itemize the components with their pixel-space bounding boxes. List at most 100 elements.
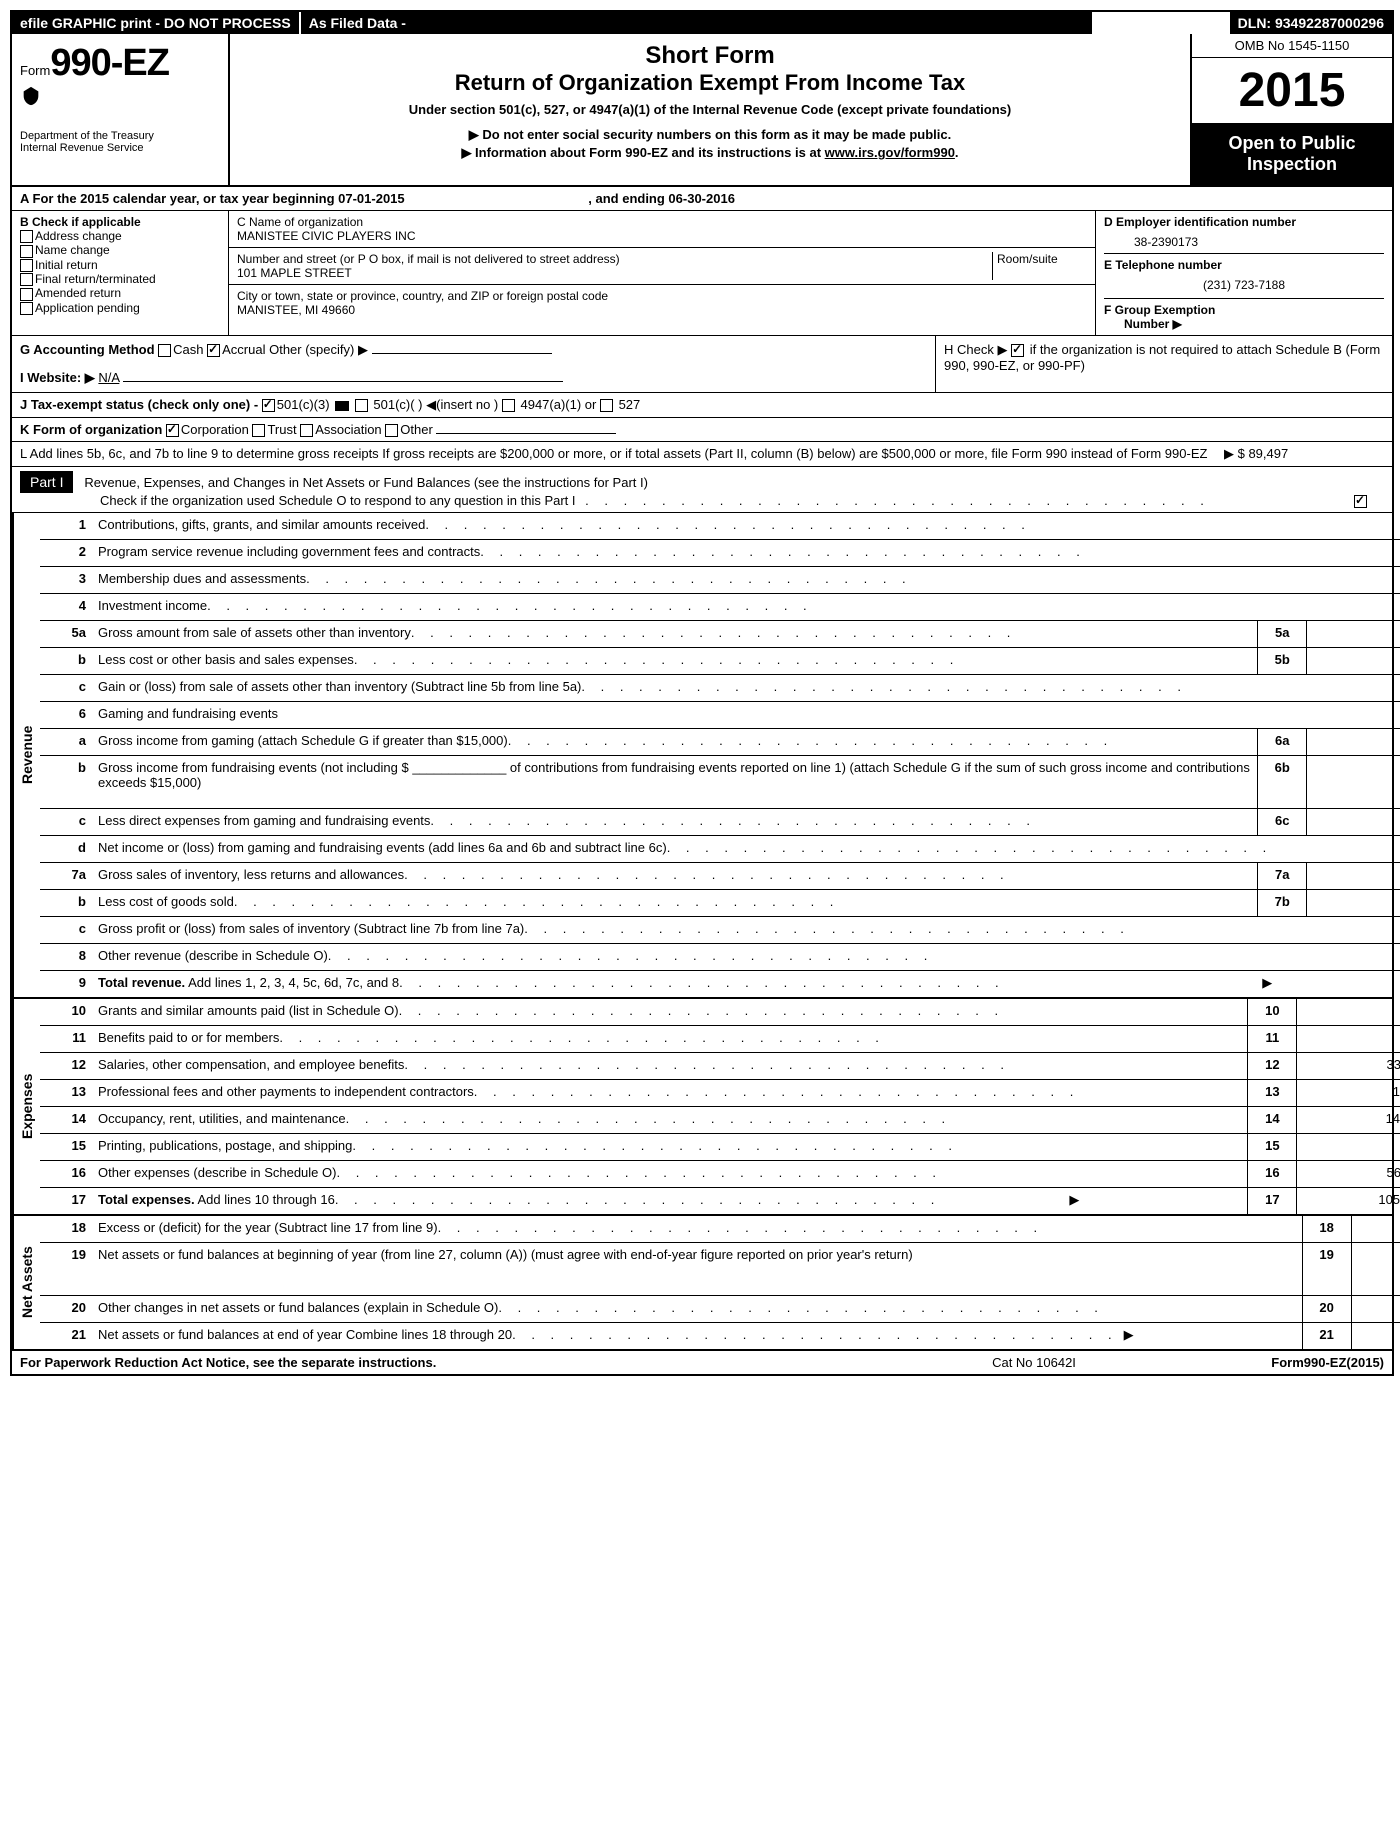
line-number: b xyxy=(40,890,92,916)
sub-box-value xyxy=(1307,729,1400,755)
warning-ssn: ▶ Do not enter social security numbers o… xyxy=(238,127,1182,143)
line-6a: aGross income from gaming (attach Schedu… xyxy=(40,729,1400,756)
line-7b: bLess cost of goods sold . . . . . . . .… xyxy=(40,890,1400,917)
group-exemption: F Group Exemption Number ▶ xyxy=(1104,298,1384,331)
line-number: c xyxy=(40,917,92,943)
topbar-left: efile GRAPHIC print - DO NOT PROCESS xyxy=(12,12,301,34)
cb-schedule-o-p1[interactable] xyxy=(1354,495,1367,508)
line-text: Printing, publications, postage, and shi… xyxy=(92,1134,1085,1160)
line-4: 4Investment income . . . . . . . . . . .… xyxy=(40,594,1400,621)
sub-box-label: 7a xyxy=(1257,863,1307,889)
line-text: Gain or (loss) from sale of assets other… xyxy=(92,675,1278,701)
i-website: I Website: ▶ N/A xyxy=(20,370,927,386)
irs-link[interactable]: www.irs.gov/form990 xyxy=(825,145,955,160)
cb-address-change[interactable]: Address change xyxy=(20,229,220,243)
line-number: b xyxy=(40,756,92,808)
expenses-section: Expenses 10Grants and similar amounts pa… xyxy=(12,999,1392,1216)
cb-final-return[interactable]: Final return/terminated xyxy=(20,272,220,286)
sub-box-value xyxy=(1307,809,1400,835)
cb-501c3[interactable] xyxy=(262,399,275,412)
final-box-label: 13 xyxy=(1247,1080,1296,1106)
final-box-value: 6,570 xyxy=(1351,1323,1400,1349)
line-text: Net assets or fund balances at beginning… xyxy=(92,1243,1140,1295)
cb-application-pending[interactable]: Application pending xyxy=(20,301,220,315)
netassets-lines: 18Excess or (deficit) for the year (Subt… xyxy=(40,1216,1400,1349)
omb-number: OMB No 1545-1150 xyxy=(1192,34,1392,58)
line-2: 2Program service revenue including gover… xyxy=(40,540,1400,567)
final-box-label: 18 xyxy=(1302,1216,1351,1242)
ein: 38-2390173 xyxy=(1134,235,1384,249)
line-text: Contributions, gifts, grants, and simila… xyxy=(92,513,1278,539)
revenue-section: Revenue 1Contributions, gifts, grants, a… xyxy=(12,513,1392,999)
final-box-label: 17 xyxy=(1247,1188,1296,1214)
line-12: 12Salaries, other compensation, and empl… xyxy=(40,1053,1400,1080)
form-prefix: Form xyxy=(20,63,50,78)
telephone: (231) 723-7188 xyxy=(1104,278,1384,292)
sub-box-label: 5b xyxy=(1257,648,1307,674)
line-13: 13Professional fees and other payments t… xyxy=(40,1080,1400,1107)
line-text: Less direct expenses from gaming and fun… xyxy=(92,809,1257,835)
street-row: Number and street (or P O box, if mail i… xyxy=(229,248,1095,285)
cb-schedule-b[interactable] xyxy=(1011,344,1024,357)
sub-box-value xyxy=(1307,863,1400,889)
line-text: Gaming and fundraising events xyxy=(92,702,1278,728)
line-17: 17Total expenses. Add lines 10 through 1… xyxy=(40,1188,1400,1214)
final-box-label: 11 xyxy=(1247,1026,1296,1052)
line-14: 14 Occupancy, rent, utilities, and mainte… xyxy=(40,1107,1400,1134)
footer-paperwork: For Paperwork Reduction Act Notice, see … xyxy=(20,1355,884,1370)
cb-association[interactable] xyxy=(300,424,313,437)
line-text: Grants and similar amounts paid (list in… xyxy=(92,999,1085,1025)
final-box-value xyxy=(1351,1296,1400,1322)
final-box-label: 14 xyxy=(1247,1107,1296,1133)
cb-501c[interactable] xyxy=(355,399,368,412)
cb-initial-return[interactable]: Initial return xyxy=(20,258,220,272)
line-number: 17 xyxy=(40,1188,92,1214)
cb-accrual[interactable] xyxy=(207,344,220,357)
line-text: Occupancy, rent, utilities, and maintena… xyxy=(92,1107,1085,1133)
accounting-left: G Accounting Method Cash Accrual Other (… xyxy=(12,336,935,392)
line-text: Gross sales of inventory, less returns a… xyxy=(92,863,1257,889)
expenses-label: Expenses xyxy=(12,999,40,1214)
cb-amended-return[interactable]: Amended return xyxy=(20,286,220,300)
form-number: 990-EZ xyxy=(50,42,169,84)
cb-4947[interactable] xyxy=(502,399,515,412)
city-label: City or town, state or province, country… xyxy=(237,289,1087,303)
line-number: 9 xyxy=(40,971,92,997)
open-to-public: Open to Public Inspection xyxy=(1192,123,1392,185)
topbar-mid: As Filed Data - xyxy=(301,12,1094,34)
cb-other[interactable] xyxy=(385,424,398,437)
final-box-label: 15 xyxy=(1247,1134,1296,1160)
line-number: 8 xyxy=(40,944,92,970)
top-bar: efile GRAPHIC print - DO NOT PROCESS As … xyxy=(12,12,1392,34)
col-b-checkboxes: B Check if applicable Address change Nam… xyxy=(12,211,229,335)
line-text: Less cost of goods sold . . . . . . . . … xyxy=(92,890,1257,916)
cb-corporation[interactable] xyxy=(166,424,179,437)
header-right: OMB No 1545-1150 2015 Open to Public Ins… xyxy=(1190,34,1392,185)
cb-527[interactable] xyxy=(600,399,613,412)
netassets-label: Net Assets xyxy=(12,1216,40,1349)
line-number: 15 xyxy=(40,1134,92,1160)
line-text: Gross income from fundraising events (no… xyxy=(92,756,1257,808)
part1-check-schedule-o: Check if the organization used Schedule … xyxy=(100,493,1384,508)
line-number: 13 xyxy=(40,1080,92,1106)
l-gross-receipts: L Add lines 5b, 6c, and 7b to line 9 to … xyxy=(12,442,1392,467)
tax-year: 2015 xyxy=(1192,58,1392,123)
tel-label: E Telephone number xyxy=(1104,253,1384,272)
final-box-value: 56,112 xyxy=(1296,1161,1400,1187)
final-box-value: 105,275 xyxy=(1296,1188,1400,1214)
line-6c: cLess direct expenses from gaming and fu… xyxy=(40,809,1400,836)
expenses-lines: 10Grants and similar amounts paid (list … xyxy=(40,999,1400,1214)
line-number: 5a xyxy=(40,621,92,647)
cb-name-change[interactable]: Name change xyxy=(20,243,220,257)
line-19: 19Net assets or fund balances at beginni… xyxy=(40,1243,1400,1296)
line-number: d xyxy=(40,836,92,862)
row-a-tax-year: A For the 2015 calendar year, or tax yea… xyxy=(12,187,1392,211)
cb-cash[interactable] xyxy=(158,344,171,357)
line-7c: cGross profit or (loss) from sales of in… xyxy=(40,917,1400,944)
cb-trust[interactable] xyxy=(252,424,265,437)
final-box-value: 1,835 xyxy=(1296,1080,1400,1106)
line-5c: cGain or (loss) from sale of assets othe… xyxy=(40,675,1400,702)
topbar-blank xyxy=(1094,12,1230,34)
line-5a: 5aGross amount from sale of assets other… xyxy=(40,621,1400,648)
footer-formref: Form990-EZ(2015) xyxy=(1184,1355,1384,1370)
